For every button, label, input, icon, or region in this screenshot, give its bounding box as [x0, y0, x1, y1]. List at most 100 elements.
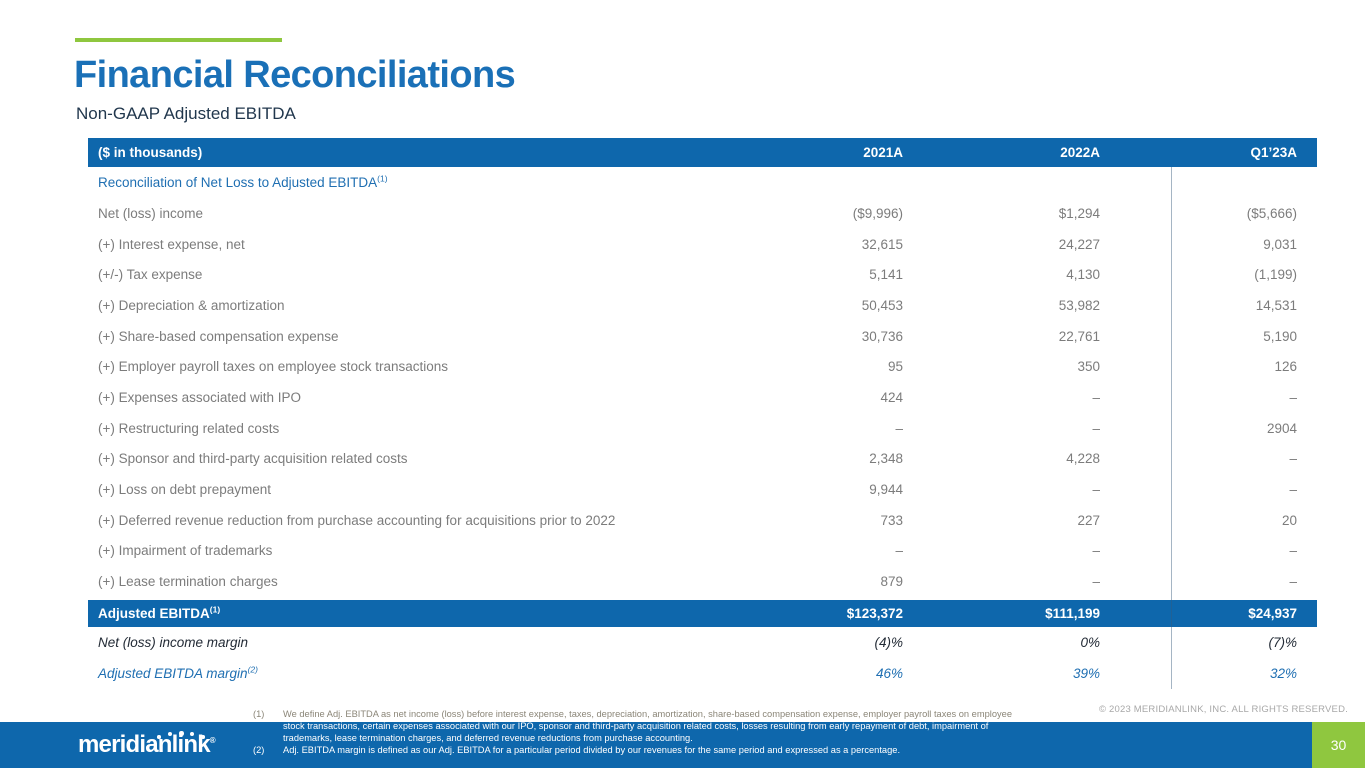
logo-dot — [190, 732, 194, 736]
cell-2021a: 9,944 — [869, 482, 903, 498]
page-subtitle: Non-GAAP Adjusted EBITDA — [76, 104, 296, 123]
unit-label: ($ in thousands) — [98, 145, 203, 160]
cell-q1-23a: 32% — [1269, 665, 1297, 681]
cell-2022a: 53,982 — [1058, 297, 1100, 313]
cell-q1-23a: 9,031 — [1263, 236, 1297, 252]
cell-2021a: – — [895, 420, 903, 436]
cell-2022a: 4,130 — [1066, 267, 1100, 283]
cell-q1-23a: (1,199) — [1254, 267, 1297, 283]
row-label: (+/-) Tax expense — [98, 267, 203, 283]
table-row: (+) Interest expense, net 32,615 24,227 9,0… — [88, 229, 1317, 260]
table-row: (+) Employer payroll taxes on employee s… — [88, 351, 1317, 382]
row-label: (+) Impairment of trademarks — [98, 543, 273, 559]
column-header-2021a: 2021A — [863, 145, 903, 160]
cell-2022a: – — [1092, 543, 1100, 559]
registered-trademark-icon: ® — [209, 736, 216, 745]
table-header-row: ($ in thousands) 2021A 2022A Q1’23A — [88, 138, 1317, 167]
table-row: (+) Sponsor and third-party acquisition … — [88, 444, 1317, 475]
cell-q1-23a: – — [1289, 543, 1297, 559]
cell-2022a: – — [1092, 574, 1100, 590]
table-row: (+) Expenses associated with IPO 424 – – — [88, 382, 1317, 413]
row-label: Net (loss) income margin — [98, 634, 249, 650]
cell-2021a: – — [895, 543, 903, 559]
cell-2022a: $111,199 — [1045, 605, 1100, 621]
table-row: (+) Restructuring related costs – – 2904 — [88, 413, 1317, 444]
cell-2021a: 46% — [875, 665, 903, 681]
footnotes: (1) We define Adj. EBITDA as net income (… — [253, 709, 1123, 757]
footnote-number — [253, 733, 283, 745]
cell-q1-23a: 14,531 — [1255, 297, 1297, 313]
row-label: (+) Interest expense, net — [98, 236, 245, 252]
total-row-label: Adjusted EBITDA(1) — [98, 604, 221, 621]
section-header-label: Reconciliation of Net Loss to Adjusted E… — [98, 173, 388, 190]
cell-2022a: 4,228 — [1066, 451, 1100, 467]
cell-2021a: 879 — [880, 574, 903, 590]
column-header-2022a: 2022A — [1060, 145, 1100, 160]
cell-q1-23a: – — [1289, 451, 1297, 467]
row-label: (+) Depreciation & amortization — [98, 297, 285, 313]
footnote-text: Adj. EBITDA margin is defined as our Adj… — [283, 744, 901, 755]
footer-bar: meridianlink ® — [0, 722, 1365, 768]
table-row: (+) Depreciation & amortization 50,453 53,… — [88, 290, 1317, 321]
row-label: Net (loss) income — [98, 205, 204, 221]
table-row: (+) Impairment of trademarks – – – — [88, 536, 1317, 567]
cell-2021a: (4)% — [874, 634, 903, 650]
cell-2021a: $123,372 — [846, 605, 903, 621]
cell-2021a: 733 — [880, 512, 903, 528]
meridianlink-logo: meridianlink ® — [78, 722, 216, 768]
row-label: (+) Share-based compensation expense — [98, 328, 339, 344]
cell-2021a: 50,453 — [861, 297, 903, 313]
footnote-line: stock transactions, certain expenses ass… — [253, 721, 1123, 733]
row-label: (+) Lease termination charges — [98, 574, 278, 590]
table-body: Net (loss) income ($9,996) $1,294 ($5,666) (… — [88, 198, 1317, 597]
section-header-row: Reconciliation of Net Loss to Adjusted E… — [88, 167, 1317, 198]
footnote-number: (2) — [253, 744, 265, 755]
page-number: 30 — [1330, 737, 1347, 753]
row-label: (+) Sponsor and third-party acquisition … — [98, 451, 408, 467]
total-row-adjusted-ebitda: Adjusted EBITDA(1) $123,372 $111,199 $24… — [88, 599, 1317, 627]
footnote-ref-1: (1) — [209, 604, 221, 615]
footnote-text: trademarks, lease termination charges, a… — [283, 732, 693, 743]
cell-2021a: 2,348 — [869, 451, 903, 467]
cell-2022a: 227 — [1077, 512, 1100, 528]
margin-row-adjusted-ebitda: Adjusted EBITDA margin(2) 46% 39% 32% — [88, 658, 1317, 689]
cell-q1-23a: 126 — [1274, 359, 1297, 375]
cell-2022a: 39% — [1072, 665, 1100, 681]
table-row: Net (loss) income ($9,996) $1,294 ($5,666) — [88, 198, 1317, 229]
cell-2021a: 5,141 — [869, 267, 903, 283]
cell-2022a: $1,294 — [1058, 205, 1100, 221]
column-header-q1-23a: Q1’23A — [1250, 145, 1297, 160]
footnote-line: (2) Adj. EBITDA margin is defined as our … — [253, 745, 1123, 757]
title-accent-line — [75, 38, 282, 42]
logo-dot — [157, 735, 161, 739]
column-separator-line — [1171, 167, 1172, 689]
footnote-text: We define Adj. EBITDA as net income (los… — [283, 709, 1012, 719]
cell-q1-23a: (7)% — [1268, 634, 1297, 650]
row-label: (+) Employer payroll taxes on employee s… — [98, 359, 449, 375]
cell-2021a: 30,736 — [861, 328, 903, 344]
cell-2022a: 0% — [1080, 634, 1100, 650]
footnote-number: (1) — [253, 709, 265, 719]
footnote-number — [253, 721, 283, 733]
copyright-text: © 2023 MERIDIANLINK, INC. ALL RIGHTS RES… — [1098, 704, 1348, 715]
cell-2021a: ($9,996) — [852, 205, 903, 221]
cell-2022a: 350 — [1077, 359, 1100, 375]
cell-2022a: – — [1092, 420, 1100, 436]
footnote-ref-2: (2) — [247, 664, 258, 675]
row-label: (+) Deferred revenue reduction from purc… — [98, 512, 616, 528]
cell-2022a: 24,227 — [1058, 236, 1100, 252]
cell-q1-23a: 2904 — [1266, 420, 1297, 436]
logo-dot — [168, 732, 172, 736]
table-row: (+) Deferred revenue reduction from purc… — [88, 505, 1317, 536]
cell-q1-23a: ($5,666) — [1246, 205, 1297, 221]
footnote-text: stock transactions, certain expenses ass… — [283, 720, 989, 731]
row-label: (+) Restructuring related costs — [98, 420, 280, 436]
cell-q1-23a: – — [1289, 389, 1297, 405]
footnote-line: (1) We define Adj. EBITDA as net income (… — [253, 709, 1123, 721]
margin-row-net-loss-income: Net (loss) income margin (4)% 0% (7)% — [88, 627, 1317, 658]
footnote-line: trademarks, lease termination charges, a… — [253, 733, 1123, 745]
cell-2021a: 424 — [880, 389, 903, 405]
table-row: (+) Lease termination charges 879 – – — [88, 566, 1317, 597]
page-number-box: 30 — [1312, 722, 1365, 768]
